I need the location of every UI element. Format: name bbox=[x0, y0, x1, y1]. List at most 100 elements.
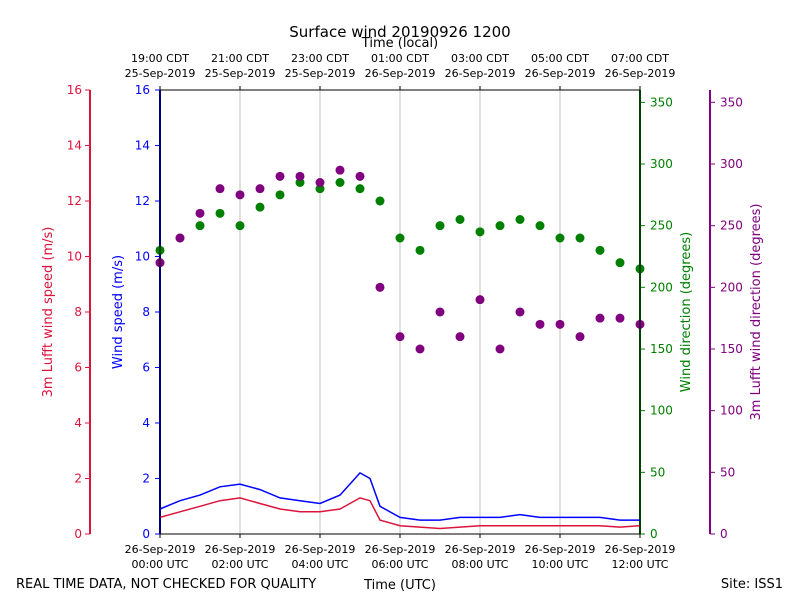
wind-direction-point bbox=[215, 208, 225, 218]
wind_speed-axis-title: Wind speed (m/s) bbox=[111, 255, 126, 369]
top-axis-label: Time (local) bbox=[361, 36, 438, 51]
lufft_speed-tick-label: 10 bbox=[67, 250, 82, 264]
top-tick-time: 21:00 CDT bbox=[211, 52, 269, 65]
lufft_speed-tick-label: 0 bbox=[74, 527, 82, 541]
x-axis-title: Time (UTC) bbox=[363, 578, 436, 593]
wind_dir-tick-label: 150 bbox=[650, 342, 673, 356]
lufft-wind-direction-point bbox=[415, 344, 425, 354]
bottom-tick-date: 26-Sep-2019 bbox=[205, 543, 276, 556]
lufft-wind-direction-point bbox=[535, 319, 545, 329]
wind-direction-point bbox=[475, 227, 485, 237]
lufft_dir-tick-label: 350 bbox=[720, 95, 743, 109]
top-tick-date: 26-Sep-2019 bbox=[445, 67, 516, 80]
wind-direction-point bbox=[335, 178, 345, 187]
wind_dir-tick-label: 50 bbox=[650, 465, 665, 479]
wind-direction-point bbox=[595, 245, 605, 255]
wind-direction-point bbox=[415, 245, 425, 255]
wind-direction-point bbox=[435, 221, 445, 231]
lufft-wind-direction-point bbox=[215, 184, 225, 194]
top-tick-time: 01:00 CDT bbox=[371, 52, 429, 65]
lufft_dir-tick-label: 200 bbox=[720, 280, 743, 294]
y-axes: 0 2 4 6 8 10 12 14 16 3m Lufft wind speed (m/s) 0 2… bbox=[41, 83, 764, 541]
lufft_speed-tick-label: 6 bbox=[74, 361, 82, 375]
lufft-wind-direction-point bbox=[235, 190, 245, 200]
quality-disclaimer: REAL TIME DATA, NOT CHECKED FOR QUALITY bbox=[16, 577, 316, 592]
wind_speed-tick-label: 12 bbox=[135, 194, 150, 208]
wind-direction-point bbox=[515, 215, 525, 224]
lufft_speed-tick-label: 2 bbox=[74, 472, 82, 486]
top-tick-time: 23:00 CDT bbox=[291, 52, 349, 65]
lufft-wind-direction-point bbox=[555, 319, 565, 329]
lufft-wind-direction-point bbox=[595, 313, 605, 323]
wind-direction-point bbox=[255, 202, 265, 212]
wind_speed-tick-label: 6 bbox=[142, 361, 150, 375]
lufft_speed-tick-label: 16 bbox=[67, 83, 82, 97]
lufft_speed-tick-label: 14 bbox=[67, 139, 82, 153]
top-tick-date: 26-Sep-2019 bbox=[525, 67, 596, 80]
wind-direction-point bbox=[235, 221, 245, 231]
chart-title: Surface wind 20190926 1200 bbox=[289, 23, 510, 41]
lufft-wind-direction-points bbox=[155, 165, 645, 354]
lufft_dir-tick-label: 250 bbox=[720, 219, 743, 233]
wind-direction-point bbox=[355, 184, 365, 194]
bottom-tick-date: 26-Sep-2019 bbox=[125, 543, 196, 556]
lufft_dir-tick-label: 100 bbox=[720, 404, 743, 418]
bottom-tick-date: 26-Sep-2019 bbox=[285, 543, 356, 556]
bottom-tick-time: 02:00 UTC bbox=[211, 558, 268, 571]
lufft_speed-tick-label: 4 bbox=[74, 416, 82, 430]
lufft-wind-direction-point bbox=[455, 332, 465, 342]
bottom-tick-time: 00:00 UTC bbox=[131, 558, 188, 571]
wind_speed-tick-label: 0 bbox=[142, 527, 150, 541]
wind_speed-tick-label: 4 bbox=[142, 416, 150, 430]
wind-direction-point bbox=[395, 233, 405, 243]
bottom-tick-time: 04:00 UTC bbox=[291, 558, 348, 571]
bottom-tick-time: 12:00 UTC bbox=[611, 558, 668, 571]
wind-direction-point bbox=[315, 184, 325, 194]
wind-direction-point bbox=[195, 221, 205, 231]
wind-direction-point bbox=[535, 221, 545, 231]
wind_speed-tick-label: 14 bbox=[135, 139, 150, 153]
plot-frame bbox=[159, 89, 641, 535]
wind_dir-tick-label: 250 bbox=[650, 219, 673, 233]
wind_dir-tick-label: 200 bbox=[650, 280, 673, 294]
wind_speed-tick-label: 2 bbox=[142, 472, 150, 486]
lufft-wind-direction-point bbox=[615, 313, 625, 323]
top-time-ticks: 19:00 CDT 25-Sep-2019 21:00 CDT 25-Sep-2019… bbox=[125, 52, 676, 90]
top-tick-date: 25-Sep-2019 bbox=[205, 67, 276, 80]
top-tick-time: 07:00 CDT bbox=[611, 52, 669, 65]
site-label: Site: ISS1 bbox=[721, 577, 783, 592]
wind-direction-point bbox=[615, 258, 625, 268]
lufft-wind-direction-point bbox=[495, 344, 505, 354]
top-tick-date: 26-Sep-2019 bbox=[365, 67, 436, 80]
bottom-tick-date: 26-Sep-2019 bbox=[365, 543, 436, 556]
lufft_speed-axis-title: 3m Lufft wind speed (m/s) bbox=[41, 227, 56, 398]
lufft_dir-tick-label: 150 bbox=[720, 342, 743, 356]
lufft_dir-axis-title: 3m Lufft wind direction (degrees) bbox=[749, 204, 764, 421]
bottom-tick-time: 06:00 UTC bbox=[371, 558, 428, 571]
wind_speed-tick-label: 10 bbox=[135, 250, 150, 264]
wind_dir-tick-label: 300 bbox=[650, 157, 673, 171]
lufft_speed-tick-label: 12 bbox=[67, 194, 82, 208]
lufft-wind-direction-point bbox=[435, 307, 445, 317]
wind_speed-tick-label: 8 bbox=[142, 305, 150, 319]
bottom-tick-date: 26-Sep-2019 bbox=[445, 543, 516, 556]
lufft-wind-speed-series-line bbox=[159, 497, 641, 530]
bottom-time-ticks: 26-Sep-2019 00:00 UTC 26-Sep-2019 02:00 UTC… bbox=[125, 534, 676, 571]
lufft-wind-direction-point bbox=[255, 184, 265, 194]
lufft-wind-direction-point bbox=[195, 208, 205, 218]
lufft-wind-direction-point bbox=[575, 332, 585, 342]
bottom-tick-date: 26-Sep-2019 bbox=[605, 543, 676, 556]
lufft-wind-direction-point bbox=[335, 165, 345, 175]
top-tick-date: 25-Sep-2019 bbox=[285, 67, 356, 80]
bottom-tick-date: 26-Sep-2019 bbox=[525, 543, 596, 556]
wind-direction-point bbox=[295, 178, 305, 187]
wind-direction-point bbox=[555, 233, 565, 243]
wind_dir-tick-label: 0 bbox=[650, 527, 658, 541]
wind_speed-tick-label: 16 bbox=[135, 83, 150, 97]
top-tick-time: 03:00 CDT bbox=[451, 52, 509, 65]
lufft-wind-direction-point bbox=[475, 295, 485, 305]
wind-direction-point bbox=[575, 233, 585, 243]
lufft_dir-tick-label: 50 bbox=[720, 465, 735, 479]
top-tick-date: 26-Sep-2019 bbox=[605, 67, 676, 80]
